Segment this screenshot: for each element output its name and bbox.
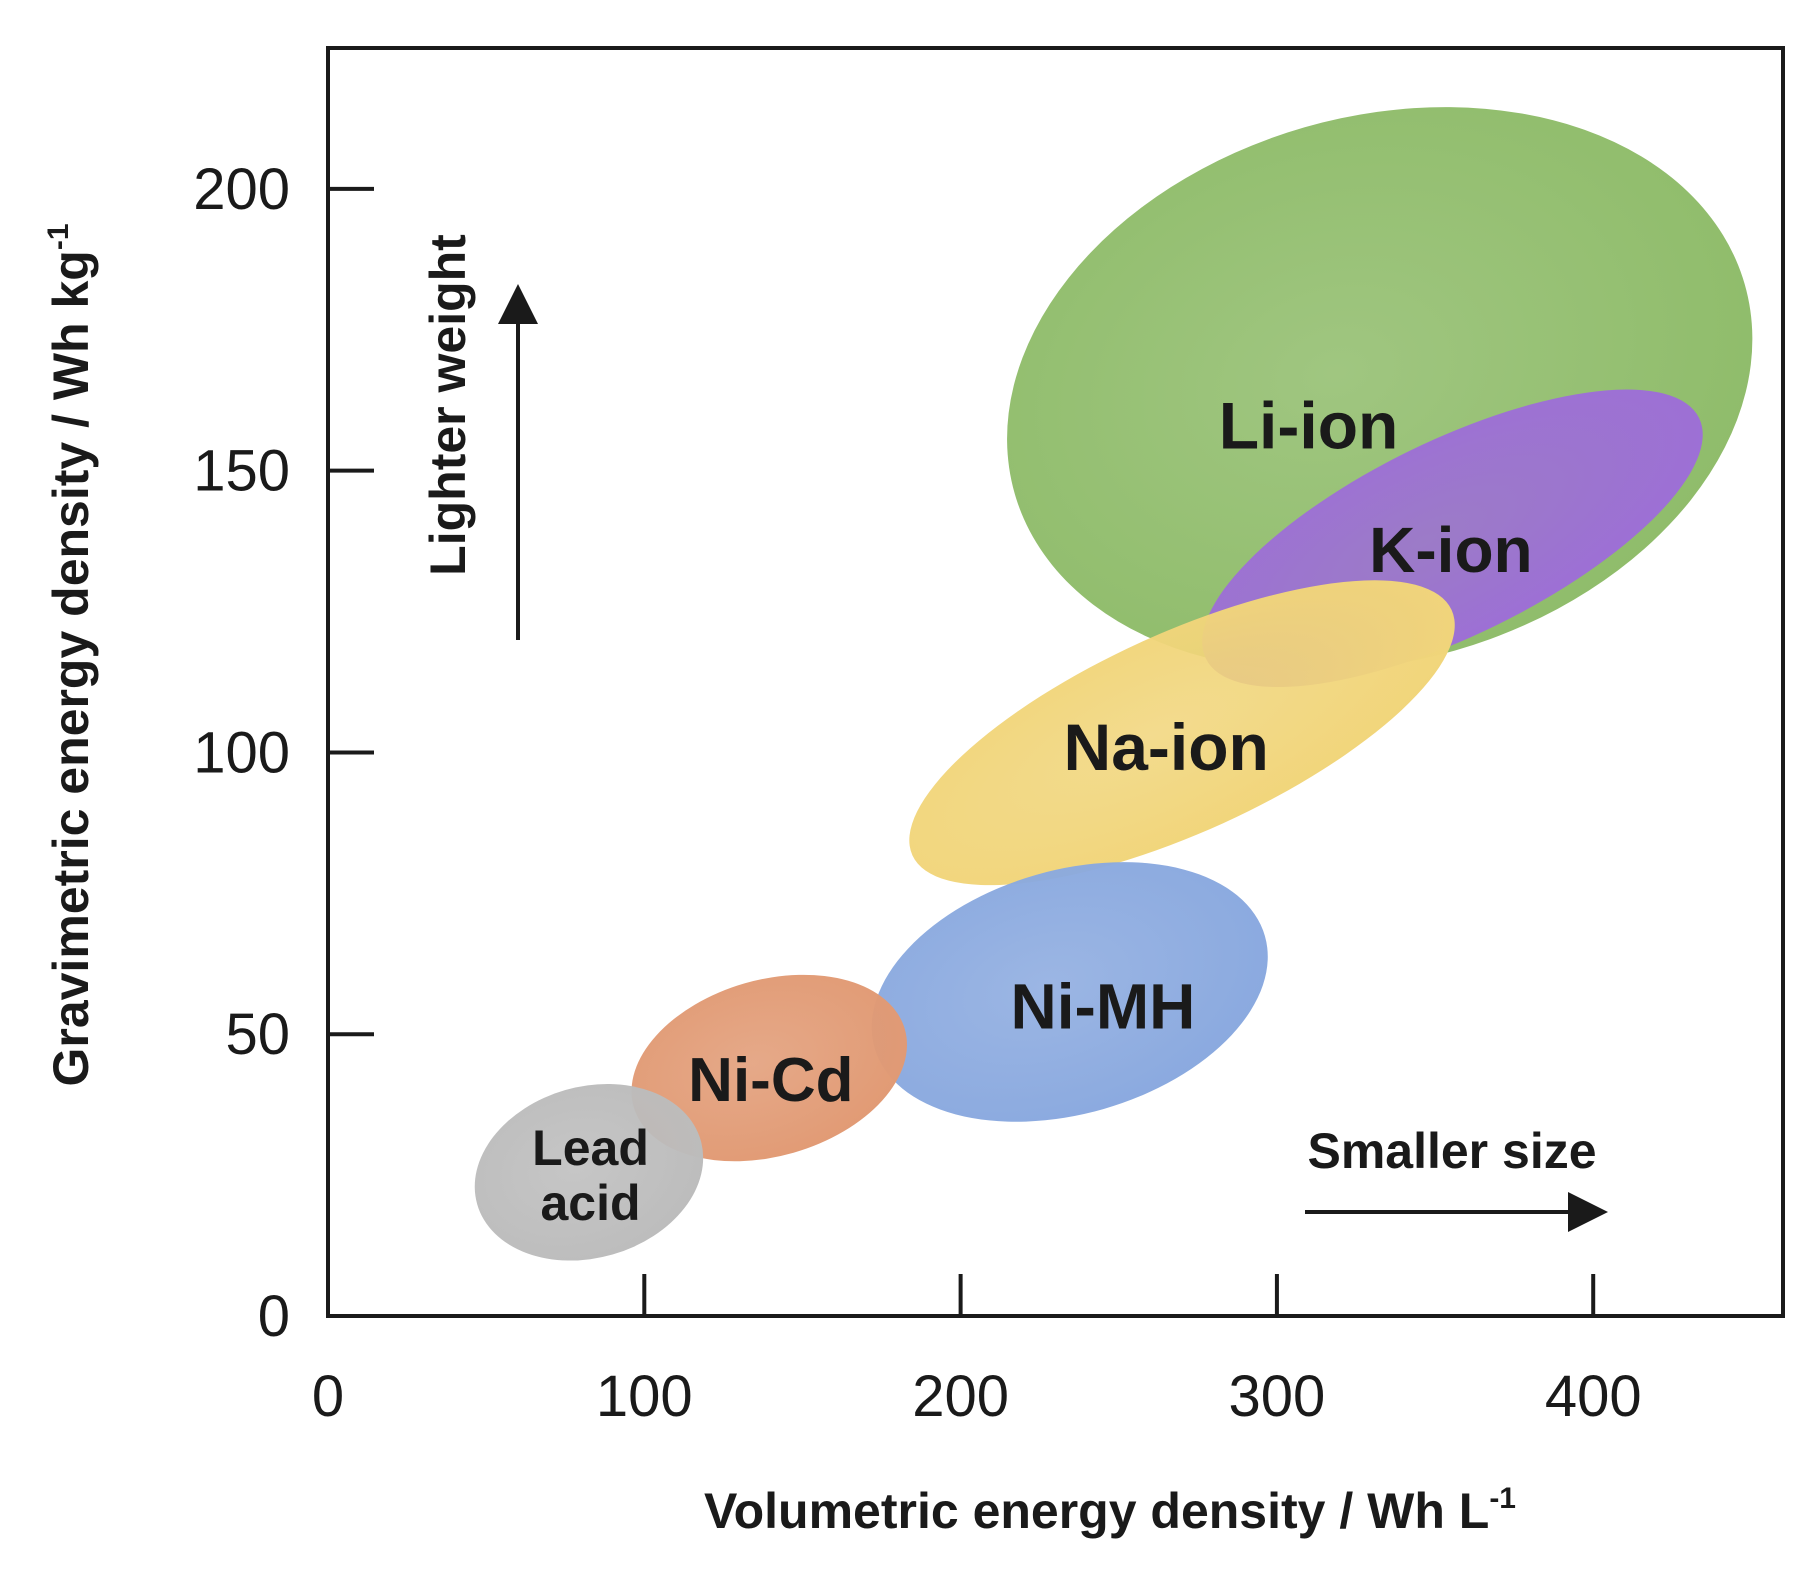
lighter-weight-annotation: Lighter weight xyxy=(420,234,476,576)
x-tick-label: 200 xyxy=(912,1364,1009,1429)
x-tick-label: 300 xyxy=(1229,1364,1326,1429)
x-axis-title-text: Volumetric energy density / Wh L xyxy=(704,1483,1489,1539)
y-axis-title-text: Gravimetric energy density / Wh kg xyxy=(43,250,99,1086)
region-label-line: Ni-MH xyxy=(1011,970,1196,1042)
region-ni-mh xyxy=(871,862,1268,1122)
y-tick-label: 100 xyxy=(193,720,290,785)
smaller-size-annotation: Smaller size xyxy=(1307,1123,1596,1179)
region-label-line: acid xyxy=(541,1175,641,1231)
region-label-line: Ni-Cd xyxy=(688,1046,853,1115)
x-tick-label: 400 xyxy=(1545,1364,1642,1429)
x-tick-label: 100 xyxy=(596,1364,693,1429)
region-label-line: Lead xyxy=(532,1120,649,1176)
x-axis-title: Volumetric energy density / Wh L-1 xyxy=(704,1482,1516,1539)
y-tick-label: 0 xyxy=(258,1284,290,1349)
region-label-na-ion: Na-ion xyxy=(1064,710,1269,784)
region-layer xyxy=(474,107,1753,1261)
tick-layer: 0 100 200 300 400 0 50 100 150 200 xyxy=(193,157,1641,1429)
y-tick-label: 50 xyxy=(225,1002,290,1067)
region-label-line: K-ion xyxy=(1369,514,1533,586)
plot-area-frame xyxy=(326,46,1785,1318)
region-label-li-ion: Li-ion xyxy=(1219,389,1399,463)
y-axis-title-superscript: -1 xyxy=(42,223,75,250)
y-tick-label: 150 xyxy=(193,439,290,504)
x-tick-label: 0 xyxy=(312,1364,344,1429)
region-label-line: Na-ion xyxy=(1064,710,1269,784)
region-label-line: Li-ion xyxy=(1219,389,1399,463)
y-axis-title: Gravimetric energy density / Wh kg-1 xyxy=(42,223,99,1086)
y-tick-label: 200 xyxy=(193,157,290,222)
region-label-ni-cd: Ni-Cd xyxy=(688,1046,853,1115)
x-axis-title-superscript: -1 xyxy=(1489,1482,1516,1515)
region-ni-cd xyxy=(631,974,907,1162)
region-label-ni-mh: Ni-MH xyxy=(1011,970,1196,1042)
region-label-k-ion: K-ion xyxy=(1369,514,1533,586)
region-na-ion xyxy=(909,580,1455,886)
region-label-lead-acid: Lead acid xyxy=(532,1120,649,1231)
region-label-layer: Li-ion K-ion Na-ion Ni-MH Ni-Cd Lead acid xyxy=(532,389,1532,1231)
region-lead-acid xyxy=(474,1084,704,1261)
